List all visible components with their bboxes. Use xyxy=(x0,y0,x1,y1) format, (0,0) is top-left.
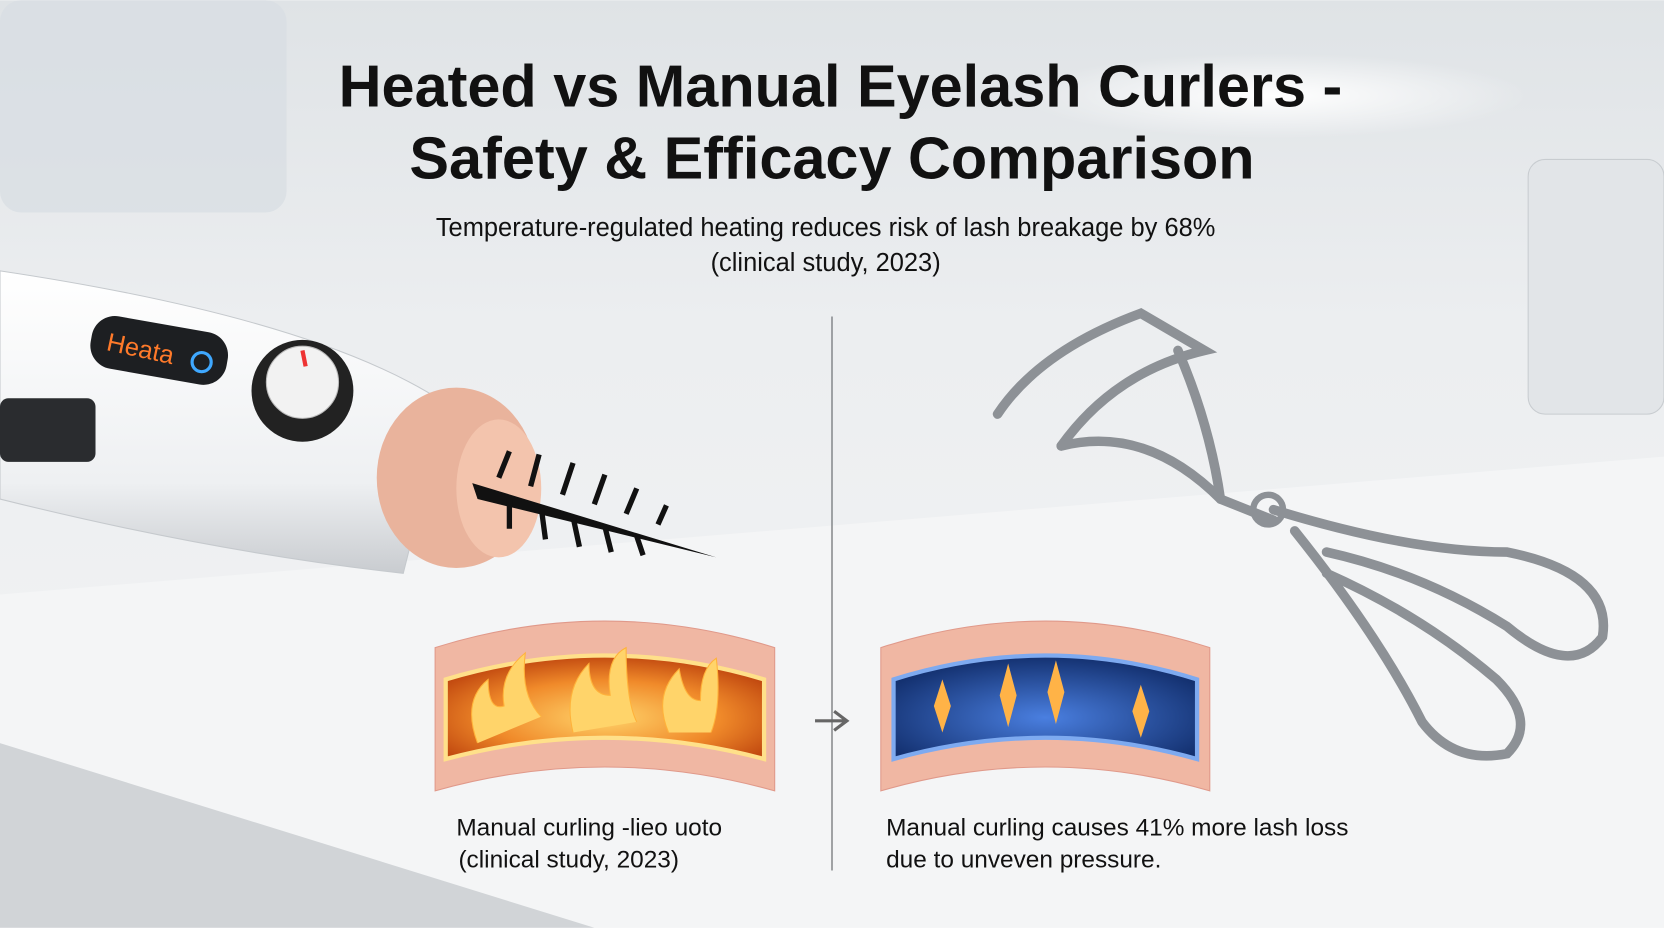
curler-top xyxy=(992,308,1218,451)
device-dial xyxy=(265,345,340,419)
subtitle-line: (clinical study, 2023) xyxy=(711,249,941,277)
title-line: Heated vs Manual Eyelash Curlers - xyxy=(339,52,1343,119)
curler-arm xyxy=(1173,345,1226,504)
subtitle-line: Temperature-regulated heating reduces ri… xyxy=(436,214,1216,242)
title-line: Safety & Efficacy Comparison xyxy=(409,125,1254,192)
heated-curler: Heata xyxy=(0,270,717,574)
curler-spring xyxy=(1250,491,1287,528)
device-grip xyxy=(0,398,96,462)
caption-line: Manual curling -lieo uoto xyxy=(456,814,722,841)
heated-diagram xyxy=(434,620,776,792)
counter-edge xyxy=(0,743,595,928)
device-tip-inner xyxy=(456,419,542,558)
dial-marker xyxy=(300,350,308,367)
manual-diagram xyxy=(880,620,1211,792)
curler-handle-1 xyxy=(1268,504,1609,661)
curler-handle-2 xyxy=(1289,526,1526,761)
caption-line: Manual curling causes 41% more lash loss xyxy=(886,814,1348,841)
light-glow xyxy=(1018,53,1529,139)
pressure-zone xyxy=(891,653,1200,762)
bg-object xyxy=(0,0,287,213)
manual-curler xyxy=(992,308,1609,761)
device-led xyxy=(190,350,213,374)
curler-hinge xyxy=(1056,436,1279,526)
brush-bristles xyxy=(496,450,669,557)
arrow xyxy=(815,709,850,732)
caption-line: due to unveven pressure. xyxy=(886,846,1161,873)
bg-device xyxy=(1527,158,1664,415)
caption-line: (clinical study, 2023) xyxy=(458,846,679,873)
flames xyxy=(471,646,719,744)
